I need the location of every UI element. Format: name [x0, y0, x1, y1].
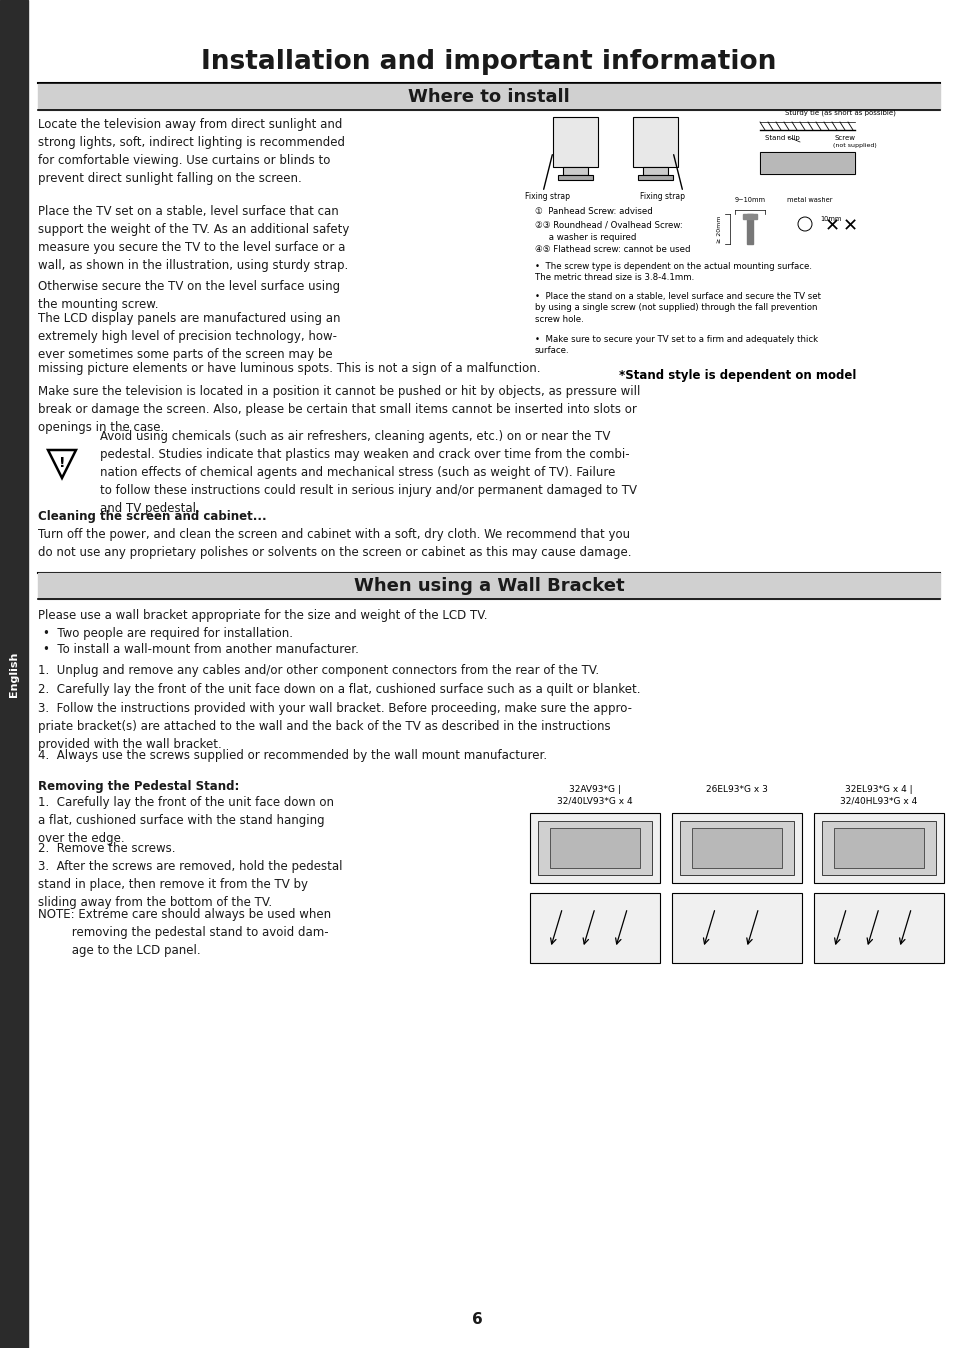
Text: 3.  Follow the instructions provided with your wall bracket. Before proceeding, : 3. Follow the instructions provided with… [38, 702, 631, 751]
Text: 26EL93*G x 3: 26EL93*G x 3 [705, 785, 767, 794]
Bar [38, 84, 939, 111]
Bar [821, 821, 935, 875]
Text: Cleaning the screen and cabinet...: Cleaning the screen and cabinet... [38, 510, 266, 523]
Bar [638, 175, 672, 181]
Text: ✕: ✕ [823, 217, 839, 235]
Bar [833, 828, 923, 868]
Text: ≥ 20mm: ≥ 20mm [717, 216, 721, 243]
Text: 1.  Unplug and remove any cables and/or other component connectors from the rear: 1. Unplug and remove any cables and/or o… [38, 665, 598, 677]
Bar [0, 0, 28, 1348]
Text: ✕: ✕ [841, 217, 857, 235]
Text: Turn off the power, and clean the screen and cabinet with a soft, dry cloth. We : Turn off the power, and clean the screen… [38, 528, 631, 559]
Text: Removing the Pedestal Stand:: Removing the Pedestal Stand: [38, 780, 239, 793]
Bar [537, 821, 651, 875]
Text: Please use a wall bracket appropriate for the size and weight of the LCD TV.: Please use a wall bracket appropriate fo… [38, 609, 487, 621]
Text: •  Place the stand on a stable, level surface and secure the TV set
by using a s: • Place the stand on a stable, level sur… [535, 293, 821, 324]
Text: Where to install: Where to install [408, 88, 569, 106]
Text: 1.  Carefully lay the front of the unit face down on
a flat, cushioned surface w: 1. Carefully lay the front of the unit f… [38, 797, 334, 845]
Text: missing picture elements or have luminous spots. This is not a sign of a malfunc: missing picture elements or have luminou… [38, 363, 540, 375]
Text: •  Make sure to secure your TV set to a firm and adequately thick
surface.: • Make sure to secure your TV set to a f… [535, 336, 818, 356]
Text: Fixing strap: Fixing strap [639, 191, 685, 201]
Text: !: ! [59, 456, 65, 470]
Text: Locate the television away from direct sunlight and
strong lights, soft, indirec: Locate the television away from direct s… [38, 119, 345, 185]
Text: Sturdy tie (as short as possible): Sturdy tie (as short as possible) [783, 109, 895, 116]
Bar [530, 892, 659, 962]
Bar [746, 214, 752, 244]
Text: Fixing strap: Fixing strap [525, 191, 570, 201]
Text: Screw: Screw [834, 135, 855, 142]
Bar [562, 167, 587, 175]
Text: Make sure the television is located in a position it cannot be pushed or hit by : Make sure the television is located in a… [38, 386, 639, 434]
Text: *Stand style is dependent on model: *Stand style is dependent on model [618, 369, 855, 381]
Bar [642, 167, 667, 175]
Text: 32EL93*G x 4 |
32/40HL93*G x 4: 32EL93*G x 4 | 32/40HL93*G x 4 [840, 785, 917, 805]
Bar [550, 828, 639, 868]
Text: The LCD display panels are manufactured using an
extremely high level of precisi: The LCD display panels are manufactured … [38, 311, 340, 361]
Bar [553, 117, 598, 167]
Bar [679, 821, 793, 875]
Text: NOTE: Extreme care should always be used when
         removing the pedestal sta: NOTE: Extreme care should always be used… [38, 909, 331, 957]
Bar [813, 892, 943, 962]
Text: 3.  After the screws are removed, hold the pedestal
stand in place, then remove : 3. After the screws are removed, hold th… [38, 860, 342, 909]
Text: When using a Wall Bracket: When using a Wall Bracket [354, 577, 623, 594]
Bar [671, 813, 801, 883]
Text: Stand clip: Stand clip [764, 135, 799, 142]
Text: ②③ Roundhead / Ovalhead Screw:: ②③ Roundhead / Ovalhead Screw: [535, 221, 682, 231]
Text: 2.  Carefully lay the front of the unit face down on a flat, cushioned surface s: 2. Carefully lay the front of the unit f… [38, 683, 639, 696]
Text: Avoid using chemicals (such as air refreshers, cleaning agents, etc.) on or near: Avoid using chemicals (such as air refre… [100, 430, 637, 515]
Text: 10mm: 10mm [820, 216, 841, 222]
Text: English: English [9, 651, 19, 697]
Text: (not supplied): (not supplied) [832, 143, 876, 148]
Text: 32AV93*G |
32/40LV93*G x 4: 32AV93*G | 32/40LV93*G x 4 [557, 785, 632, 805]
Text: 4.  Always use the screws supplied or recommended by the wall mount manufacturer: 4. Always use the screws supplied or rec… [38, 749, 547, 762]
Text: •  Two people are required for installation.: • Two people are required for installati… [43, 627, 293, 640]
Text: •  The screw type is dependent on the actual mounting surface.
The metric thread: • The screw type is dependent on the act… [535, 262, 811, 283]
Text: Otherwise secure the TV on the level surface using
the mounting screw.: Otherwise secure the TV on the level sur… [38, 280, 340, 311]
Bar [742, 214, 757, 218]
Text: Installation and important information: Installation and important information [201, 49, 776, 75]
Text: metal washer: metal washer [786, 197, 832, 204]
Text: ④⑤ Flathead screw: cannot be used: ④⑤ Flathead screw: cannot be used [535, 245, 690, 253]
Text: ①  Panhead Screw: advised: ① Panhead Screw: advised [535, 208, 652, 216]
Text: 6: 6 [471, 1313, 482, 1328]
Bar [691, 828, 781, 868]
Bar [530, 813, 659, 883]
Text: a washer is required: a washer is required [535, 233, 636, 243]
Text: Place the TV set on a stable, level surface that can
support the weight of the T: Place the TV set on a stable, level surf… [38, 205, 349, 272]
Bar [558, 175, 593, 181]
Bar [633, 117, 678, 167]
Bar [760, 152, 854, 174]
Text: 9~10mm: 9~10mm [734, 197, 764, 204]
Bar [671, 892, 801, 962]
Text: 2.  Remove the screws.: 2. Remove the screws. [38, 842, 175, 855]
Bar [813, 813, 943, 883]
Bar [38, 573, 939, 599]
Text: •  To install a wall-mount from another manufacturer.: • To install a wall-mount from another m… [43, 643, 358, 656]
Bar [760, 152, 854, 174]
